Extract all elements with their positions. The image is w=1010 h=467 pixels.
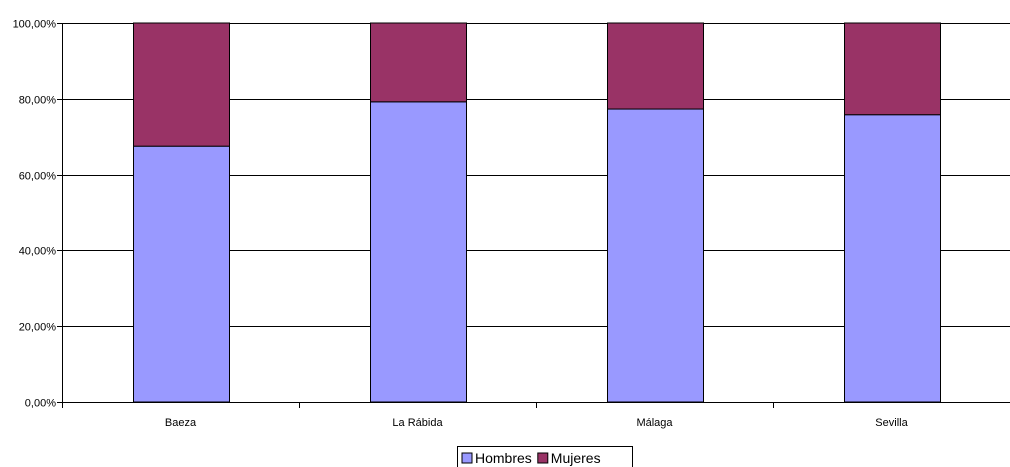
legend: Hombres Mujeres xyxy=(457,446,633,467)
bar-hombres-1 xyxy=(133,145,230,403)
x-axis-ticks: Baeza La Rábida Málaga Sevilla xyxy=(62,402,909,429)
y-tick-label: 20,00% xyxy=(19,322,57,334)
bar-mujeres-2 xyxy=(370,22,467,103)
bar-hombres-3 xyxy=(607,108,704,403)
y-axis-ticks: 0,00% 20,00% 40,00% 60,00% 80,00% 100,00% xyxy=(13,19,62,410)
y-tick-label: 100,00% xyxy=(13,19,57,31)
legend-swatch-hombres xyxy=(461,452,473,464)
legend-swatch-mujeres xyxy=(537,452,549,464)
y-tick-label: 40,00% xyxy=(19,246,57,258)
x-tick-label: La Rábida xyxy=(392,417,443,429)
x-tick-label: Baeza xyxy=(165,417,197,429)
legend-label-mujeres: Mujeres xyxy=(551,450,601,466)
bar-mujeres-3 xyxy=(607,22,704,110)
y-tick-label: 60,00% xyxy=(19,171,57,183)
y-tick-label: 0,00% xyxy=(25,398,56,410)
y-tick-label: 80,00% xyxy=(19,95,57,107)
legend-label-hombres: Hombres xyxy=(475,450,532,466)
bar-hombres-4 xyxy=(844,114,941,403)
bar-mujeres-1 xyxy=(133,22,230,147)
bars xyxy=(133,22,941,403)
x-tick-label: Sevilla xyxy=(875,417,908,429)
x-tick-label: Málaga xyxy=(636,417,673,429)
bar-hombres-2 xyxy=(370,101,467,403)
bar-mujeres-4 xyxy=(844,22,941,116)
